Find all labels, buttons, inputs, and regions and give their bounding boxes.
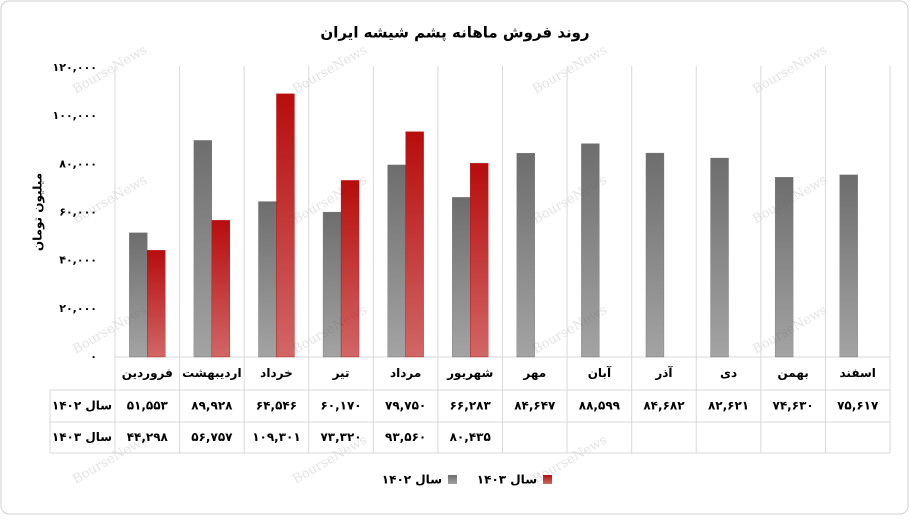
table-value: ۸۴,۶۸۲: [643, 399, 685, 413]
bar: [581, 143, 600, 358]
y-axis-title: میلیون تومان: [31, 173, 46, 251]
table-value: ۵۶,۷۵۷: [191, 430, 233, 444]
legend-swatch: [543, 475, 552, 484]
x-tick-label: اردیبهشت: [182, 366, 241, 380]
y-tick-label: ۱۲۰,۰۰۰: [53, 61, 97, 74]
table-value: ۶۴,۵۴۶: [256, 399, 297, 413]
table-value: ۸۸,۵۹۹: [579, 399, 621, 413]
y-tick-label: ۲۰,۰۰۰: [59, 302, 97, 315]
x-tick-label: بهمن: [777, 366, 808, 380]
table-value: ۴۴,۲۹۸: [127, 430, 169, 444]
y-tick-label: ۸۰,۰۰۰: [59, 157, 97, 170]
y-tick-label: ۴۰,۰۰۰: [59, 254, 97, 267]
bar: [452, 197, 471, 358]
bar: [774, 177, 794, 358]
bar: [193, 140, 213, 358]
table-value: ۶۶,۲۸۳: [450, 399, 492, 413]
legend-label: سال ۱۴۰۲: [382, 473, 442, 487]
bar: [129, 232, 148, 358]
chart-title: روند فروش ماهانه پشم شیشه ایران: [320, 24, 589, 43]
bar: [405, 131, 424, 358]
x-tick-label: اسفند: [840, 366, 876, 380]
y-tick-label: ۰: [90, 350, 97, 363]
row-header: سال ۱۴۰۲: [52, 399, 112, 413]
bar: [470, 163, 489, 358]
y-tick-label: ۶۰,۰۰۰: [59, 206, 97, 219]
bar: [340, 180, 360, 358]
table-value: ۷۹,۷۵۰: [385, 399, 426, 413]
bar: [387, 164, 406, 358]
bar: [839, 174, 858, 358]
bar: [147, 250, 166, 358]
table-value: ۵۱,۵۵۳: [127, 399, 169, 413]
bar: [516, 152, 535, 358]
table-value: ۸۹,۹۲۸: [191, 399, 233, 413]
x-tick-label: آبان: [588, 365, 612, 380]
row-header: سال ۱۴۰۳: [52, 430, 112, 444]
table-value: ۱۰۹,۳۰۱: [252, 430, 301, 444]
bar: [710, 157, 729, 358]
bar: [322, 211, 342, 358]
table-value: ۸۴,۶۴۷: [514, 399, 556, 413]
table-value: ۶۰,۱۷۰: [320, 399, 361, 413]
x-tick-label: دی: [720, 366, 737, 380]
x-tick-label: شهریور: [446, 366, 493, 381]
x-tick-label: خرداد: [260, 366, 293, 380]
x-tick-label: آذر: [654, 365, 673, 380]
table-value: ۸۲,۶۲۱: [708, 399, 749, 413]
legend-label: سال ۱۴۰۳: [477, 473, 537, 487]
bar: [211, 220, 231, 358]
legend-swatch: [448, 475, 457, 484]
bar: [258, 201, 277, 358]
bar: [276, 93, 295, 358]
table-value: ۷۳,۳۲۰: [320, 430, 361, 444]
x-tick-label: مرداد: [390, 366, 421, 380]
x-tick-label: مهر: [522, 366, 546, 380]
table-value: ۸۰,۴۳۵: [450, 430, 491, 444]
table-value: ۷۴,۶۳۰: [773, 399, 814, 413]
table-value: ۹۳,۵۶۰: [385, 430, 426, 444]
table-value: ۷۵,۶۱۷: [837, 399, 879, 413]
y-tick-label: ۱۰۰,۰۰۰: [53, 109, 97, 122]
x-tick-label: فروردین: [122, 366, 173, 381]
x-tick-label: تیر: [332, 366, 350, 380]
bar: [645, 152, 665, 358]
